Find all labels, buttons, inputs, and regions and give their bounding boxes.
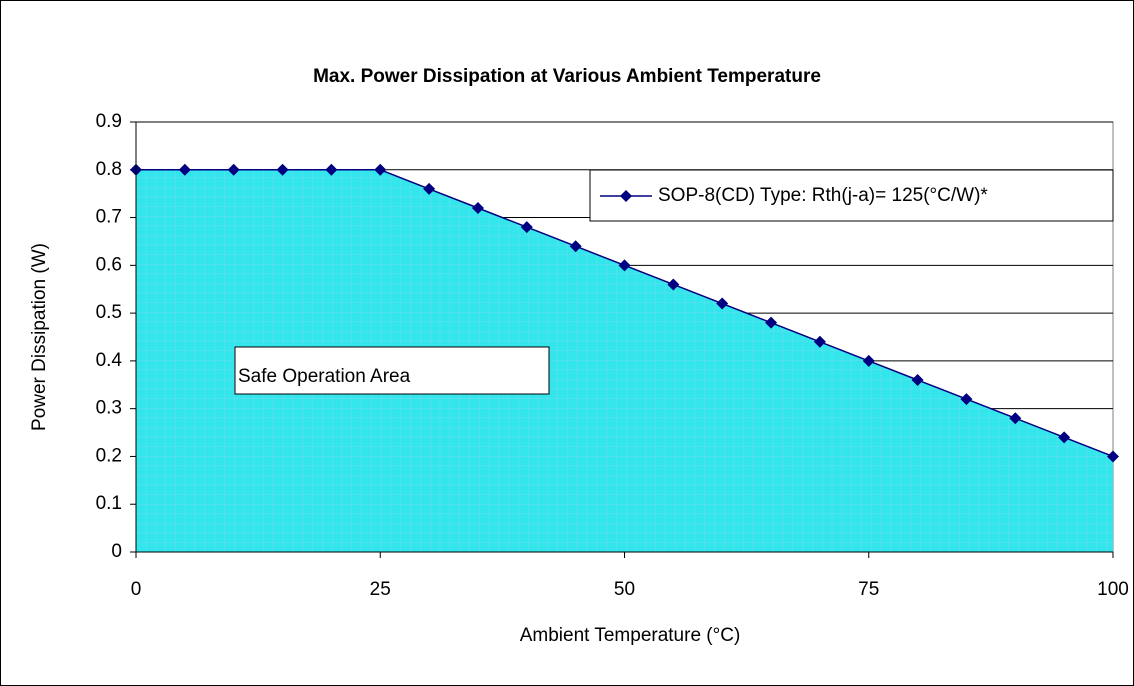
x-tick-label: 50: [614, 579, 635, 600]
legend-box: [589, 169, 1114, 222]
marker: [423, 182, 436, 195]
marker: [960, 393, 973, 406]
x-axis-label: Ambient Temperature (°C): [520, 625, 741, 646]
y-tick-label: 0.7: [96, 207, 122, 228]
marker: [716, 297, 729, 310]
marker: [813, 335, 826, 348]
marker: [276, 163, 289, 176]
marker: [227, 163, 240, 176]
marker: [618, 259, 631, 272]
marker: [765, 316, 778, 329]
y-tick-label: 0.2: [96, 445, 122, 466]
annotation-box: [234, 346, 550, 395]
legend-marker: [620, 190, 632, 202]
y-tick-label: 0: [111, 541, 122, 562]
y-tick-label: 0.3: [96, 398, 122, 419]
marker: [667, 278, 680, 291]
y-tick-label: 0.9: [96, 111, 122, 132]
marker: [471, 202, 484, 214]
y-axis-label: Power Dissipation (W): [29, 243, 50, 431]
marker: [325, 163, 338, 176]
y-tick-label: 0.4: [96, 350, 123, 371]
marker: [862, 354, 875, 367]
y-tick-label: 0.1: [96, 493, 122, 514]
x-tick-label: 100: [1097, 579, 1129, 600]
y-tick-label: 0.8: [96, 159, 122, 180]
marker: [520, 221, 533, 234]
marker: [1058, 431, 1071, 444]
area-hatch: [136, 169, 1113, 552]
marker: [178, 163, 191, 176]
y-tick-label: 0.5: [96, 302, 122, 323]
marker: [569, 240, 582, 253]
x-tick-label: 75: [858, 579, 879, 600]
x-tick-label: 0: [131, 579, 142, 600]
chart-title: Max. Power Dissipation at Various Ambien…: [313, 66, 821, 87]
x-tick-label: 25: [370, 579, 391, 600]
marker: [1009, 412, 1022, 425]
annotation: Safe Operation Area: [238, 366, 411, 387]
y-tick-label: 0.6: [96, 254, 122, 275]
marker: [374, 163, 387, 176]
marker: [911, 374, 924, 386]
marker: [1107, 450, 1119, 463]
legend-label: SOP-8(CD) Type: Rth(j-a)= 125(°C/W)*: [658, 185, 988, 206]
